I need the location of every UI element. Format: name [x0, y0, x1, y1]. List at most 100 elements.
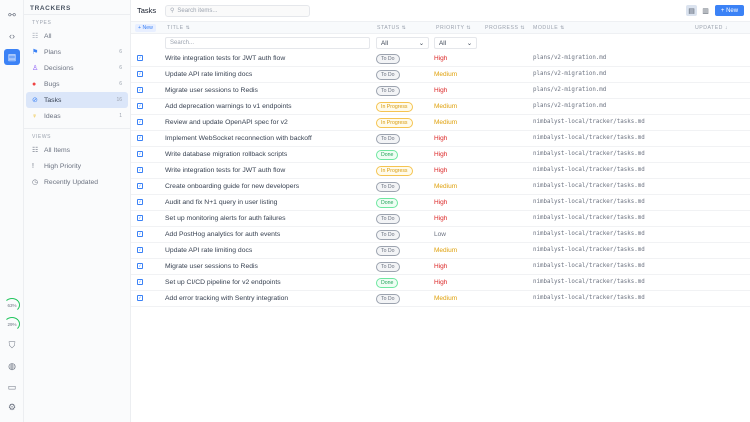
sidebar-item-bugs[interactable]: ● Bugs 6 [32, 80, 122, 88]
task-icon[interactable]: ✓ [137, 135, 143, 141]
code-icon[interactable]: ‹› [9, 31, 15, 41]
feedback-icon[interactable]: ▭ [7, 381, 17, 392]
sidebar-item-ideas[interactable]: ♀ Ideas 1 [32, 112, 122, 120]
module-path: nimbalyst-local/tracker/tasks.md [533, 183, 645, 189]
sidebar-item-plans[interactable]: ⚑ Plans 6 [32, 48, 122, 57]
status-badge: In Progress [376, 166, 413, 176]
table-view-icon[interactable]: ▤ [686, 5, 697, 16]
table-row[interactable]: ✓ Write integration tests for JWT auth fl… [131, 163, 750, 179]
status-badge: In Progress [376, 102, 413, 112]
task-title: Set up monitoring alerts for auth failur… [165, 215, 286, 222]
chevron-down-icon: ⌄ [418, 40, 424, 47]
task-icon[interactable]: ✓ [137, 151, 143, 157]
priority-label: High [434, 55, 448, 62]
table-row[interactable]: ✓ Write integration tests for JWT auth fl… [131, 51, 750, 67]
task-title: Update API rate limiting docs [165, 71, 253, 78]
task-title: Update API rate limiting docs [165, 247, 253, 254]
status-badge: Done [376, 150, 399, 160]
types-label: TYPES [32, 20, 52, 26]
status-badge: To Do [376, 86, 400, 96]
priority-label: Medium [434, 71, 458, 78]
chevron-down-icon: ⌄ [466, 40, 472, 47]
sidebar-view-high-priority[interactable]: ! High Priority [32, 162, 82, 170]
table-row[interactable]: ✓ Create onboarding guide for new develop… [131, 179, 750, 195]
table-row[interactable]: ✓ Audit and fix N+1 query in user listing… [131, 195, 750, 211]
table-row[interactable]: ✓ Update API rate limiting docs To Do Mediu… [131, 243, 750, 259]
task-icon[interactable]: ✓ [137, 263, 143, 269]
task-icon[interactable]: ✓ [137, 87, 143, 93]
priority-label: Medium [434, 119, 458, 126]
task-title: Implement WebSocket reconnection with ba… [165, 135, 312, 142]
table-row[interactable]: ✓ Migrate user sessions to Redis To Do High… [131, 259, 750, 275]
table-row[interactable]: ✓ Migrate user sessions to Redis To Do High… [131, 83, 750, 99]
sidebar-view-recently-updated[interactable]: ◷ Recently Updated [32, 178, 99, 187]
col-module[interactable]: MODULE ⇅ [533, 25, 565, 31]
module-path: nimbalyst-local/tracker/tasks.md [533, 151, 645, 157]
priority-label: High [434, 279, 448, 286]
tracker-icon[interactable]: ▤ [4, 49, 20, 65]
table-row[interactable]: ✓ Add PostHog analytics for auth events To… [131, 227, 750, 243]
title-filter-input[interactable]: Search... [165, 37, 370, 49]
table-row[interactable]: ✓ Add error tracking with Sentry integrat… [131, 291, 750, 307]
task-icon[interactable]: ✓ [137, 295, 143, 301]
palette-icon[interactable]: ◍ [8, 360, 16, 371]
task-icon[interactable]: ✓ [137, 215, 143, 221]
module-path: nimbalyst-local/tracker/tasks.md [533, 215, 645, 221]
exclamation-icon: ! [32, 162, 34, 170]
kanban-view-icon[interactable]: ▥ [702, 7, 709, 15]
task-icon[interactable]: ✓ [137, 103, 143, 109]
task-icon[interactable]: ✓ [137, 71, 143, 77]
task-icon[interactable]: ✓ [137, 231, 143, 237]
table-row[interactable]: ✓ Update API rate limiting docs To Do Mediu… [131, 67, 750, 83]
module-path: nimbalyst-local/tracker/tasks.md [533, 167, 645, 173]
task-title: Audit and fix N+1 query in user listing [165, 199, 278, 206]
col-progress[interactable]: PROGRESS ⇅ [485, 25, 526, 31]
task-icon[interactable]: ✓ [137, 199, 143, 205]
table-row[interactable]: ✓ Add deprecation warnings to v1 endpoint… [131, 99, 750, 115]
task-icon[interactable]: ✓ [137, 247, 143, 253]
module-path: plans/v2-migration.md [533, 103, 607, 109]
priority-label: Medium [434, 295, 458, 302]
col-priority[interactable]: PRIORITY ⇅ [436, 25, 472, 31]
main-panel: Tasks ⚲ Search items... ▤ ▥ + New + New T… [131, 0, 750, 422]
task-title: Create onboarding guide for new develope… [165, 183, 300, 190]
shield-icon[interactable]: ⛉ [8, 339, 16, 350]
status-badge: Done [376, 278, 399, 288]
new-button[interactable]: + New [715, 5, 744, 16]
sidebar-view-all-items[interactable]: ☷ All Items [32, 146, 71, 155]
priority-label: High [434, 167, 448, 174]
priority-filter-select[interactable]: All ⌄ [434, 37, 477, 49]
list-icon: ☷ [32, 147, 39, 154]
priority-label: High [434, 263, 448, 270]
status-filter-select[interactable]: All ⌄ [376, 37, 429, 49]
task-icon[interactable]: ✓ [137, 279, 143, 285]
table-row[interactable]: ✓ Review and update OpenAPI spec for v2 In… [131, 115, 750, 131]
table-row[interactable]: ✓ Write database migration rollback scrip… [131, 147, 750, 163]
table-row[interactable]: ✓ Implement WebSocket reconnection with b… [131, 131, 750, 147]
sidebar-item-tasks[interactable]: ⊘ Tasks 16 [26, 92, 128, 108]
sidebar-item-all[interactable]: ☷ All [32, 32, 52, 41]
gear-icon[interactable]: ⚙ [7, 401, 17, 412]
status-badge: To Do [376, 54, 400, 64]
check-circle-icon: ⊘ [32, 97, 38, 104]
search-input[interactable]: ⚲ Search items... [165, 4, 310, 17]
task-title: Write integration tests for JWT auth flo… [165, 55, 286, 62]
task-icon[interactable]: ✓ [137, 55, 143, 61]
table-row[interactable]: ✓ Set up CI/CD pipeline for v2 endpoints D… [131, 275, 750, 291]
sidebar-item-decisions[interactable]: ♙ Decisions 6 [32, 64, 122, 73]
status-badge: To Do [376, 262, 400, 272]
task-title: Migrate user sessions to Redis [165, 263, 258, 270]
clock-icon: ◷ [32, 179, 39, 186]
decision-icon: ♙ [32, 65, 39, 72]
col-updated[interactable]: UPDATED ↓ [695, 25, 728, 31]
task-icon[interactable]: ✓ [137, 119, 143, 125]
task-icon[interactable]: ✓ [137, 167, 143, 173]
table-row[interactable]: ✓ Set up monitoring alerts for auth failu… [131, 211, 750, 227]
graph-icon[interactable]: ⚯ [8, 9, 16, 20]
new-row-button[interactable]: + New [135, 24, 156, 32]
col-title[interactable]: TITLE ⇅ [167, 25, 191, 31]
col-status[interactable]: STATUS ⇅ [377, 25, 407, 31]
task-icon[interactable]: ✓ [137, 183, 143, 189]
priority-label: Medium [434, 247, 458, 254]
page-title: Tasks [137, 6, 157, 15]
